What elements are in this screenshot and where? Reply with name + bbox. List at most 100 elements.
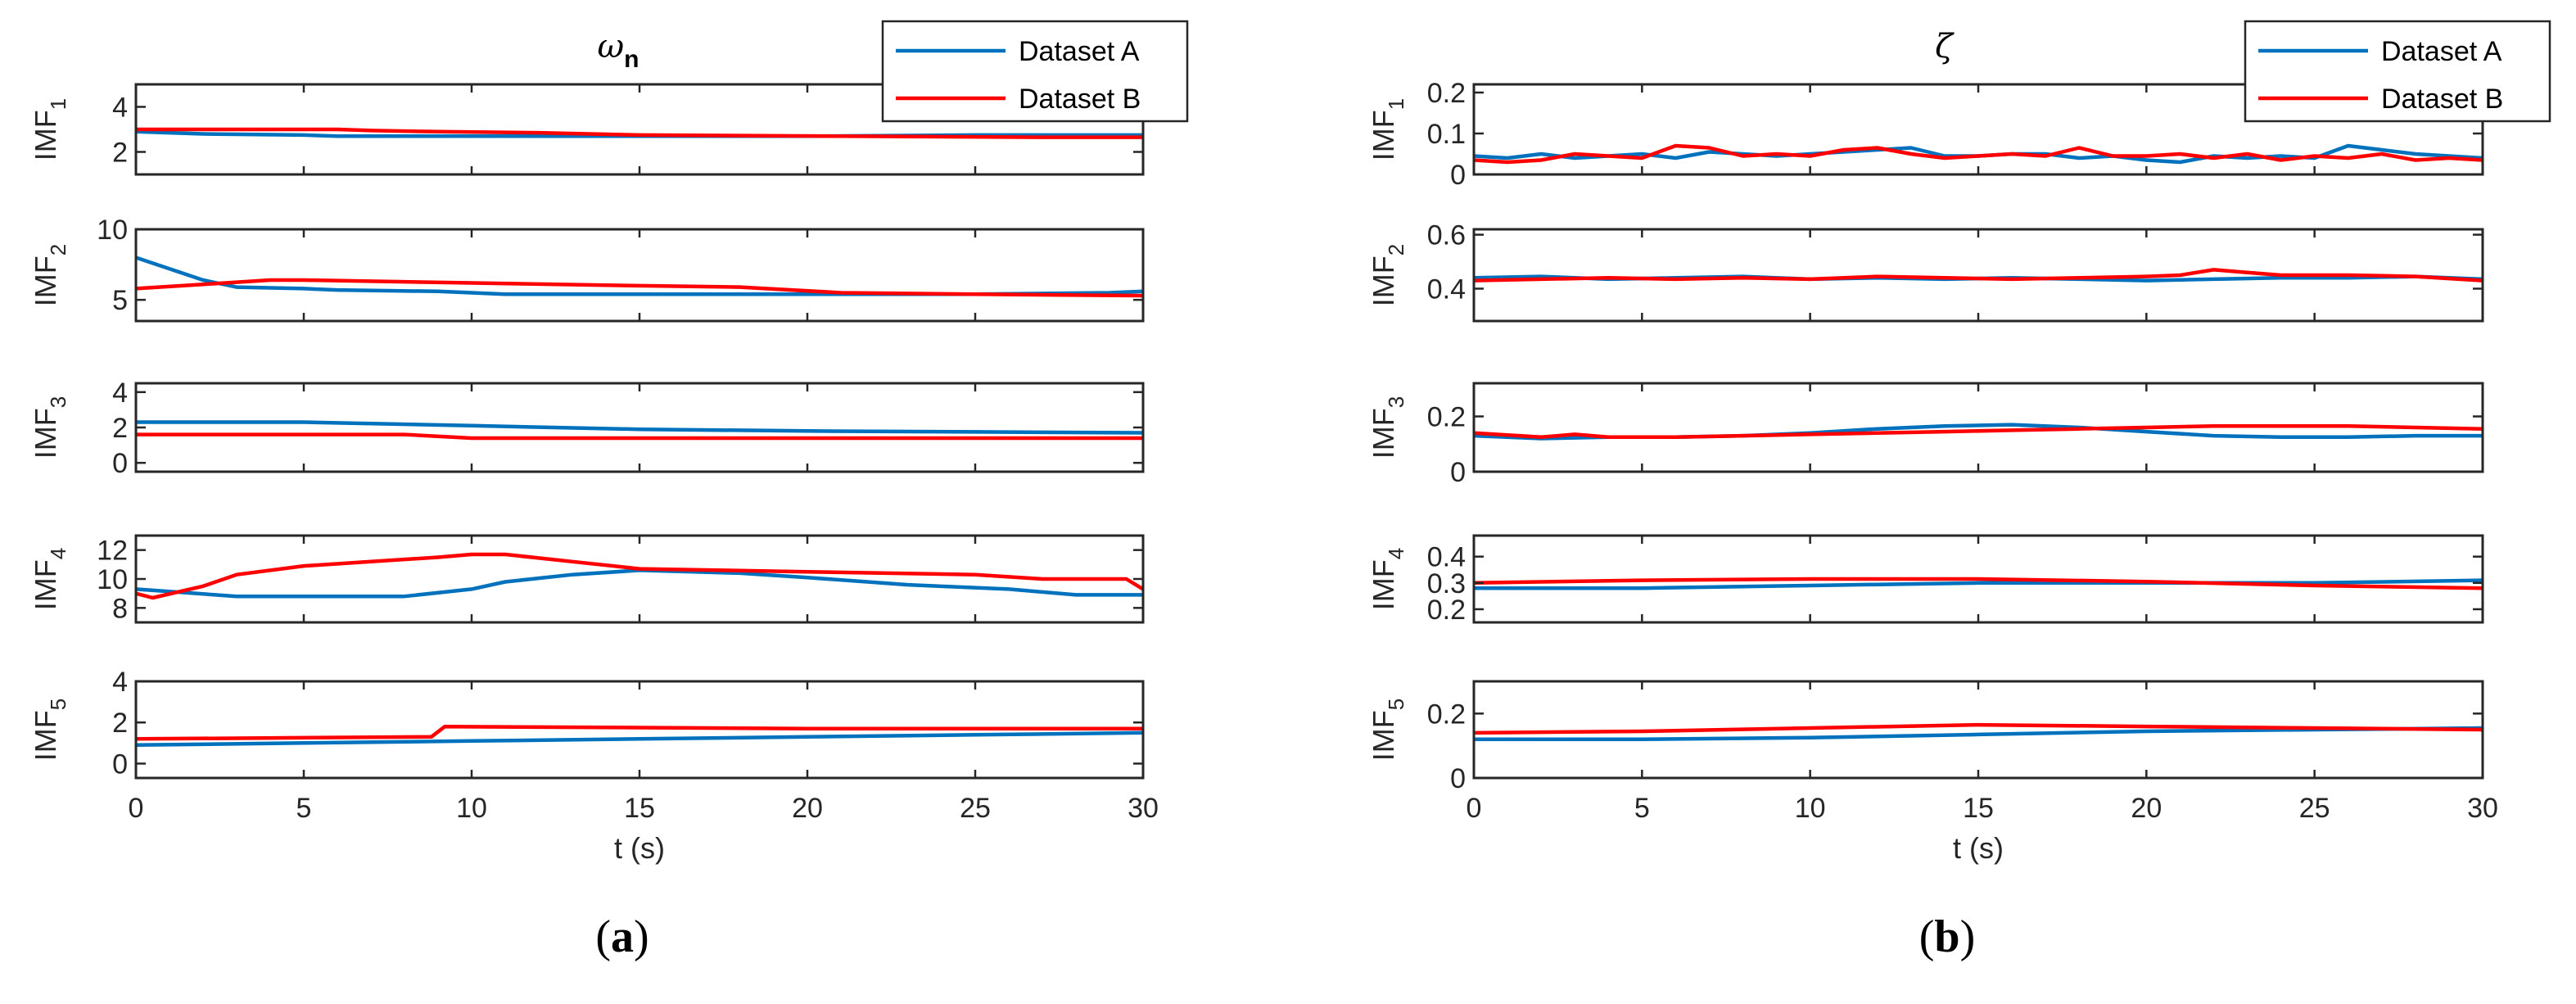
series-line-b [135,552,1145,600]
y-axis-label: IMF3 [29,396,70,459]
y-axis-label-main: IMF [1367,559,1400,610]
x-axis-label: t (s) [614,831,665,865]
series-line-b [1473,577,2483,590]
chart-title: ωn [598,28,639,73]
legend: Dataset A Dataset B [881,20,1189,123]
series-line-a [135,256,1144,296]
x-tick-label: 10 [456,793,487,824]
subplot-1: 0 0.1 0.2 IMF1 [1367,78,2484,191]
x-tick-label: 30 [2467,793,2498,824]
y-axis-label-sub: 5 [1384,699,1408,710]
y-axis-label-main: IMF [29,110,62,161]
x-tick-label: 0 [129,793,144,824]
legend: Dataset A Dataset B [2244,20,2551,123]
y-axis-label: IMF4 [1367,548,1408,610]
y-axis-label: IMF2 [29,244,70,306]
y-tick-label: 2 [112,138,128,169]
y-axis-label-sub: 5 [46,699,70,710]
series-line-a [136,420,1144,435]
y-tick-label: 0.4 [1427,542,1466,573]
y-tick-label: 0.2 [1427,595,1466,626]
series-line-b [1473,268,2483,283]
y-tick-label: 0.4 [1427,274,1466,305]
legend-entry-b: Dataset B [2381,84,2503,115]
subplot-1: 2 4 IMF1 [29,83,1145,176]
legend-entry-a: Dataset A [2381,36,2502,67]
x-tick-label: 15 [1963,793,1994,824]
chart-title-symbol: ζ [1935,28,1955,66]
y-axis-label: IMF1 [29,98,70,161]
x-tick-label: 20 [2131,793,2162,824]
y-tick-label: 12 [97,536,128,567]
y-tick-label: 4 [112,667,128,698]
y-tick-label: 4 [112,93,128,124]
panel-label: (b) [1919,911,1975,962]
series-line-b [1473,424,2483,440]
y-axis-label: IMF1 [1367,98,1408,161]
x-tick-label: 25 [2299,793,2330,824]
panel-label-open: ( [595,911,611,962]
subplot-5: 00.20 5 10 15 20 25 30t (s)IMF5 [1367,680,2498,865]
panel-label-close: ) [634,911,649,962]
y-axis-label: IMF3 [1367,396,1408,459]
panel-label-close: ) [1960,911,1976,962]
x-tick-label: 5 [296,793,312,824]
y-tick-label: 5 [112,285,128,316]
y-axis-label-sub: 2 [46,244,70,256]
y-axis-label-main: IMF [29,559,62,610]
chart-title-subscript: n [624,46,639,73]
x-tick-label: 15 [624,793,655,824]
y-axis-label-main: IMF [29,710,62,761]
chart-panel-b: 00.10.2IMF10.40.6IMF200.2IMF30.20.30.4IM… [1367,20,2551,962]
x-tick-label: 0 [1467,793,1482,824]
legend-entry-b: Dataset B [1019,84,1141,115]
y-axis-label-main: IMF [1367,408,1400,459]
chart-title: ζ [1935,28,1955,66]
y-tick-label: 0 [1450,457,1466,488]
panel-label-open: ( [1919,911,1935,962]
y-tick-label: 0.2 [1427,402,1466,433]
y-tick-label: 0 [1450,763,1466,794]
y-axis-label-main: IMF [1367,256,1400,306]
legend-entry-a: Dataset A [1019,36,1140,67]
y-tick-label: 0.2 [1427,699,1466,730]
series-line-a [135,568,1143,599]
x-tick-label: 30 [1128,793,1159,824]
chart-title-symbol: ω [598,28,625,66]
y-axis-label-sub: 3 [46,396,70,408]
subplot-3: 0 2 4 IMF3 [29,378,1145,479]
series-line-a [1473,143,2483,165]
series-line-b [1473,722,2483,735]
y-tick-label: 0.1 [1427,119,1466,150]
series-line-b [135,278,1144,298]
y-tick-label: 4 [112,378,128,409]
legend-box [2244,20,2551,123]
series-line-a [135,730,1144,748]
axes-box [134,228,1145,323]
y-axis-label-sub: 1 [1384,98,1408,110]
subplot-3: 0 0.2 IMF3 [1367,382,2484,488]
series-line-b [1473,143,2483,165]
y-axis-label: IMF5 [1367,699,1408,761]
subplot-2: 5 10 IMF2 [29,215,1145,323]
y-tick-label: 8 [112,593,128,624]
y-tick-label: 0 [112,748,128,780]
y-tick-label: 0 [112,448,128,479]
y-axis-label: IMF4 [29,548,70,610]
axes-box [134,534,1145,624]
y-axis-label-main: IMF [29,256,62,306]
y-axis-label-sub: 3 [1384,396,1408,408]
x-tick-label: 10 [1795,793,1826,824]
y-tick-label: 10 [97,564,128,595]
legend-box [881,20,1189,123]
panel-label-letter: a [611,911,634,962]
subplot-4: 0.20.30.4 IMF4 [1367,534,2484,626]
y-tick-label: 0.3 [1427,568,1466,599]
y-axis-label-sub: 4 [1384,548,1408,559]
y-tick-label: 2 [112,413,128,444]
series-line-b [135,724,1143,741]
y-axis-label-sub: 4 [46,548,70,559]
